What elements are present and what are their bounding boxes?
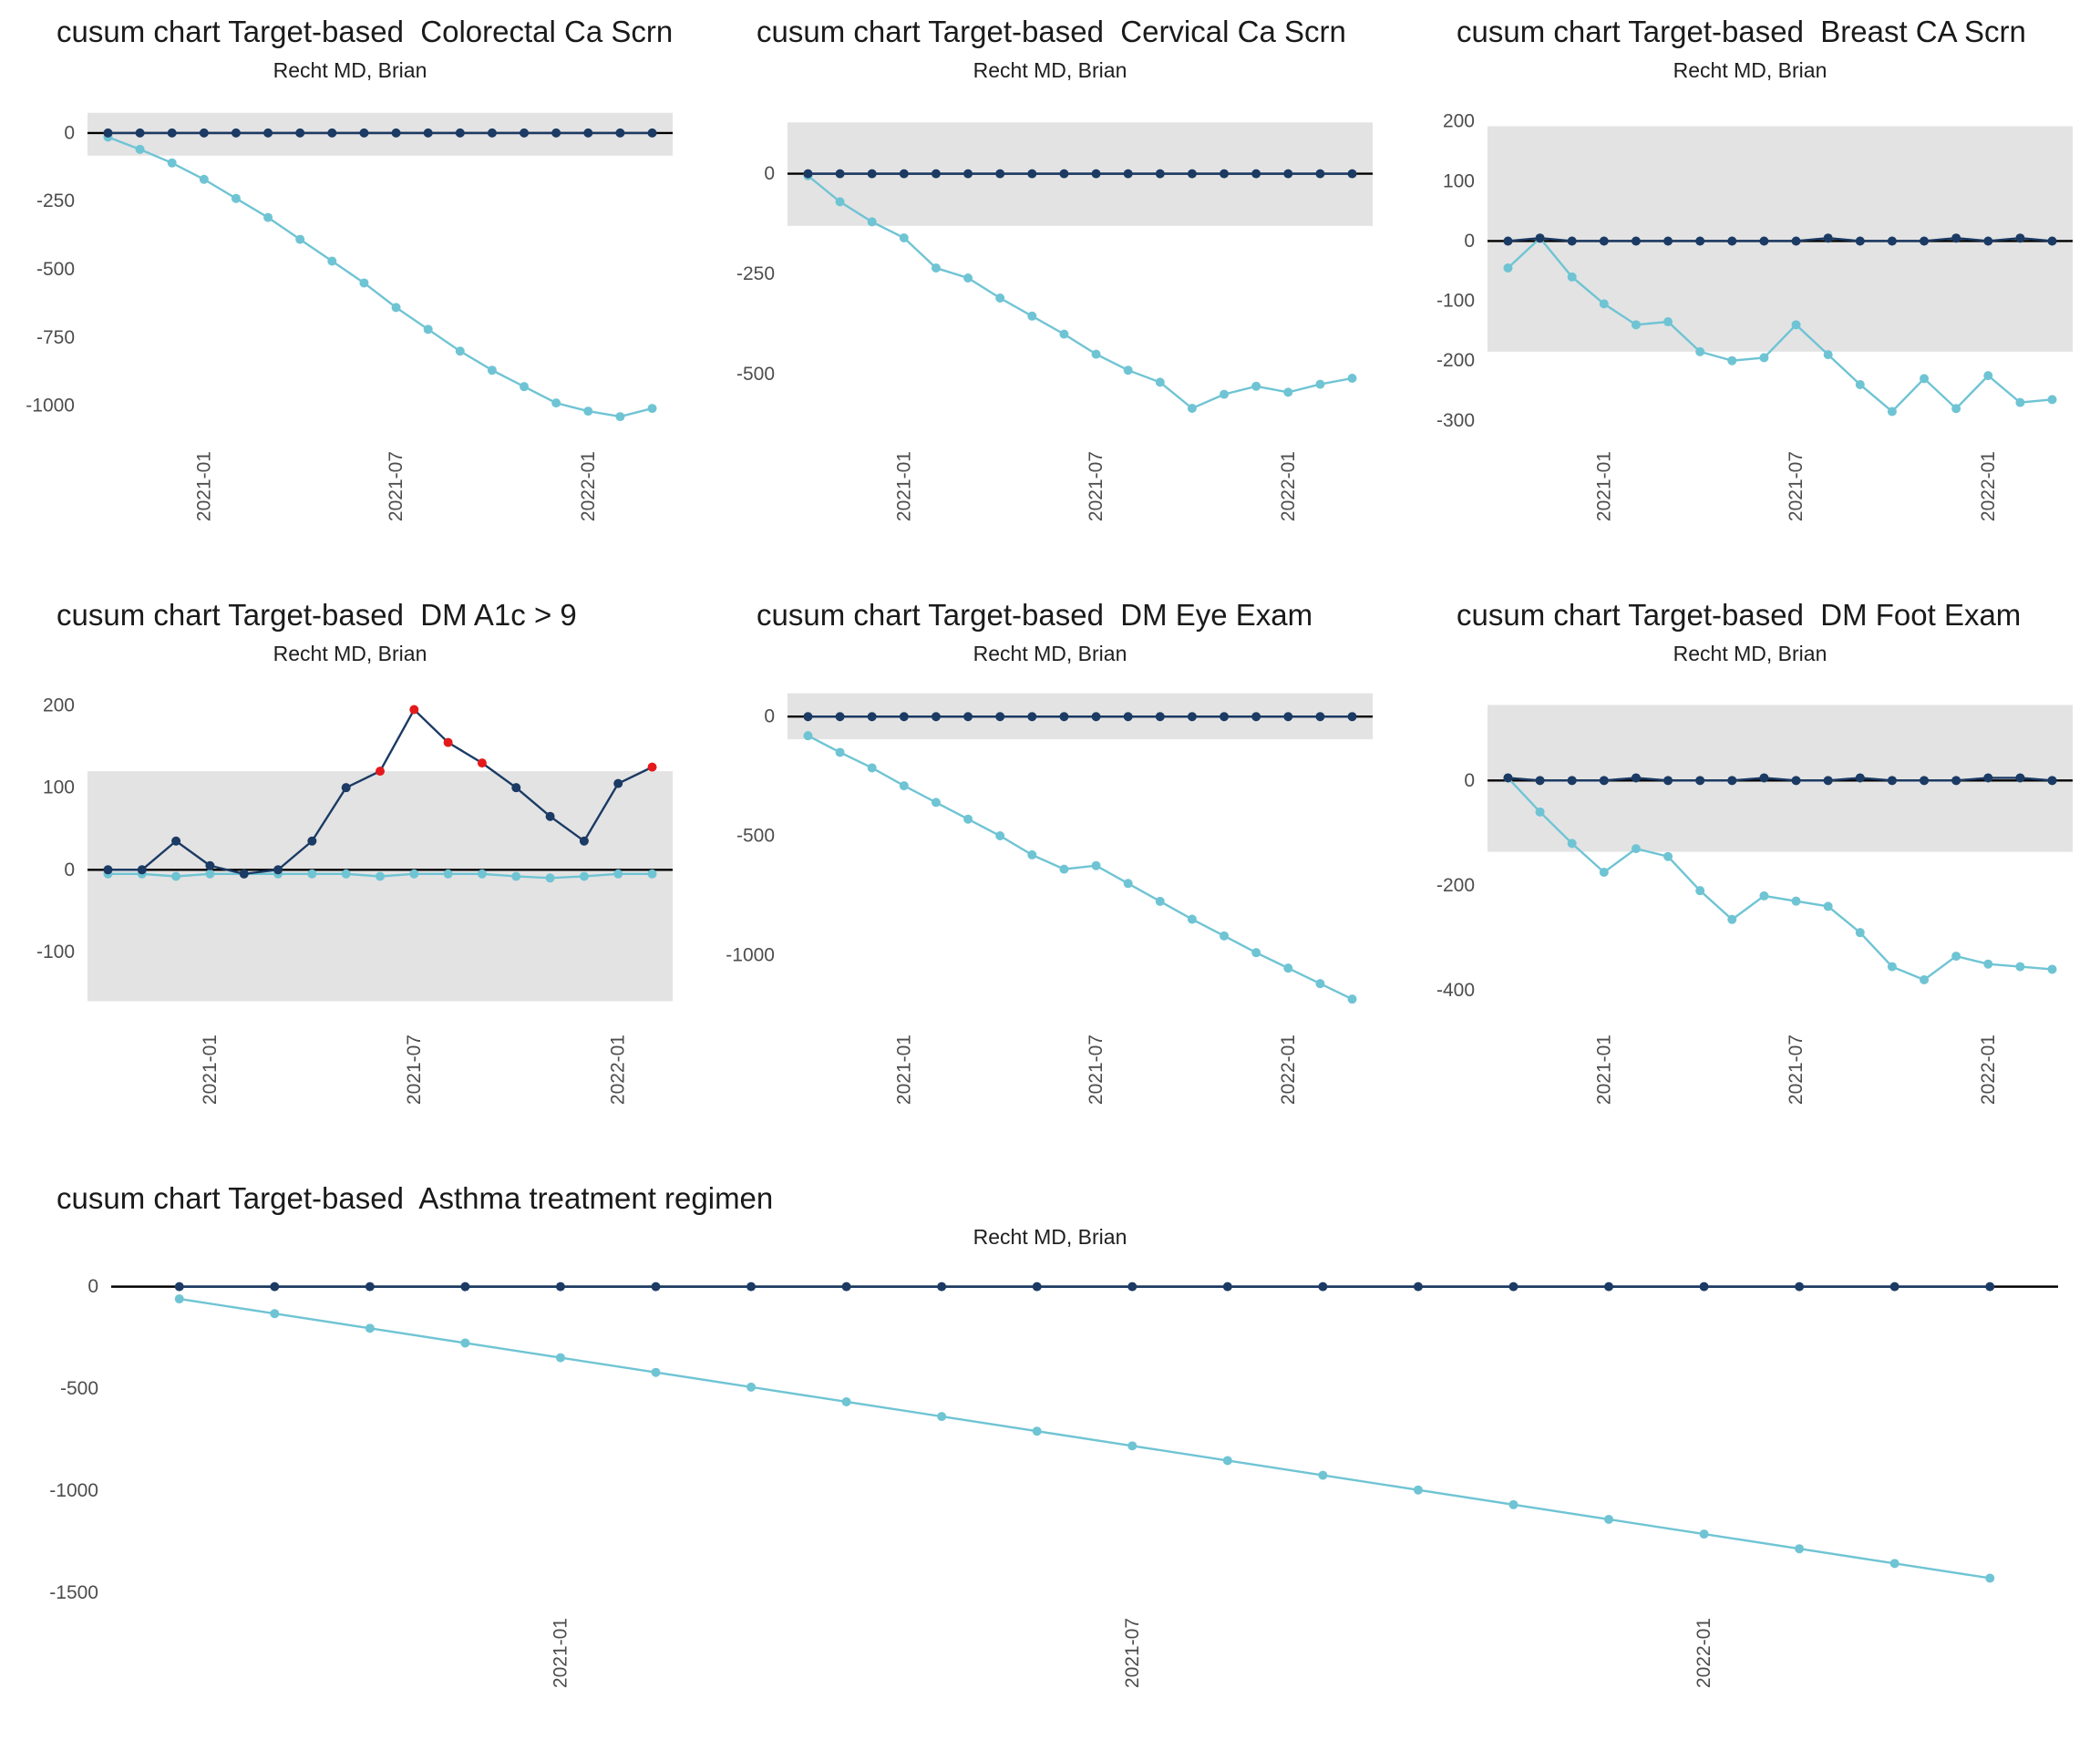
svg-text:2021-07: 2021-07 — [386, 451, 407, 521]
plot-area: 200 100 0 -100 2021-01 2021-07 2022-01 — [36, 695, 673, 1105]
svg-text:-500: -500 — [736, 826, 775, 847]
svg-text:200: 200 — [43, 695, 75, 716]
svg-text:-1000: -1000 — [49, 1480, 98, 1501]
chart-subtitle: Recht MD, Brian — [973, 1225, 1127, 1249]
cusum-chart-dm-a1c: cusum chart Target-based DM A1c > 9 Rech… — [0, 583, 700, 1167]
svg-text:2022-01: 2022-01 — [1978, 1035, 1999, 1105]
svg-text:2021-07: 2021-07 — [1086, 451, 1107, 521]
svg-text:2021-01: 2021-01 — [193, 451, 214, 521]
svg-text:-250: -250 — [736, 263, 775, 284]
plot-area: 200 100 0 -100 -200 -300 2021-01 2021-07 2022-01 — [1436, 111, 2073, 521]
svg-text:-400: -400 — [1436, 980, 1475, 1001]
chart-title: cusum chart Target-based Cervical Ca Scr… — [757, 15, 1346, 48]
plot-area: 0 -250 -500 -750 -1000 2021-01 2021-07 2022-01 — [26, 112, 673, 521]
chart-subtitle: Recht MD, Brian — [1673, 642, 1827, 665]
chart-subtitle: Recht MD, Brian — [973, 58, 1127, 82]
svg-text:0: 0 — [764, 163, 775, 184]
plot-area: 0 -200 -400 2021-01 2021-07 2022-01 — [1436, 705, 2073, 1105]
svg-text:2021-07: 2021-07 — [1786, 451, 1807, 521]
svg-text:100: 100 — [43, 777, 75, 798]
svg-text:100: 100 — [1443, 170, 1475, 191]
chart-title: cusum chart Target-based Colorectal Ca S… — [57, 15, 674, 48]
svg-text:2022-01: 2022-01 — [1278, 451, 1299, 521]
svg-text:-100: -100 — [1436, 291, 1475, 312]
svg-text:2021-01: 2021-01 — [550, 1618, 571, 1688]
svg-text:-500: -500 — [60, 1378, 98, 1399]
plot-area: 0 -250 -500 2021-01 2021-07 2022-01 — [736, 122, 1373, 521]
chart-subtitle: Recht MD, Brian — [973, 642, 1127, 665]
svg-text:2021-01: 2021-01 — [200, 1035, 221, 1105]
svg-text:-200: -200 — [1436, 350, 1475, 371]
svg-text:2021-07: 2021-07 — [1786, 1035, 1807, 1105]
svg-text:2022-01: 2022-01 — [1693, 1618, 1714, 1688]
svg-text:2021-01: 2021-01 — [1593, 1035, 1614, 1105]
svg-text:2021-01: 2021-01 — [893, 1035, 914, 1105]
svg-text:-250: -250 — [36, 190, 75, 211]
svg-text:-500: -500 — [36, 259, 75, 280]
plot-area: 0 -500 -1000 2021-01 2021-07 2022-01 — [726, 693, 1373, 1105]
cusum-chart-dm-foot-exam: cusum chart Target-based DM Foot Exam Re… — [1400, 583, 2100, 1167]
plot-area: 0 -500 -1000 -1500 2021-01 2021-07 2022-01 — [49, 1276, 2058, 1688]
svg-text:2021-01: 2021-01 — [893, 451, 914, 521]
cusum-chart-asthma-treatment: cusum chart Target-based Asthma treatmen… — [0, 1167, 2100, 1750]
svg-text:-1500: -1500 — [49, 1582, 98, 1603]
chart-title: cusum chart Target-based Asthma treatmen… — [57, 1181, 774, 1215]
cusum-chart-breast-ca-scrn: cusum chart Target-based Breast CA Scrn … — [1400, 0, 2100, 583]
cusum-chart-cervical-ca-scrn: cusum chart Target-based Cervical Ca Scr… — [700, 0, 1400, 583]
svg-text:-1000: -1000 — [26, 396, 75, 417]
svg-text:2021-07: 2021-07 — [404, 1035, 425, 1105]
svg-text:2021-07: 2021-07 — [1086, 1035, 1107, 1105]
svg-text:0: 0 — [64, 122, 75, 143]
svg-text:0: 0 — [88, 1276, 98, 1297]
chart-subtitle: Recht MD, Brian — [273, 642, 427, 665]
svg-text:2021-07: 2021-07 — [1122, 1618, 1143, 1688]
svg-text:2021-01: 2021-01 — [1593, 451, 1614, 521]
svg-text:0: 0 — [1464, 231, 1475, 252]
chart-title: cusum chart Target-based DM Eye Exam — [757, 598, 1313, 632]
svg-text:-750: -750 — [36, 327, 75, 348]
svg-text:-500: -500 — [736, 364, 775, 385]
chart-subtitle: Recht MD, Brian — [1673, 58, 1827, 82]
cusum-chart-dm-eye-exam: cusum chart Target-based DM Eye Exam Rec… — [700, 583, 1400, 1167]
svg-text:2022-01: 2022-01 — [608, 1035, 629, 1105]
svg-text:0: 0 — [1464, 770, 1475, 791]
svg-text:2022-01: 2022-01 — [1278, 1035, 1299, 1105]
cusum-chart-colorectal-ca-scrn: cusum chart Target-based Colorectal Ca S… — [0, 0, 700, 583]
svg-text:0: 0 — [764, 706, 775, 727]
svg-text:-300: -300 — [1436, 410, 1475, 431]
svg-text:2022-01: 2022-01 — [1978, 451, 1999, 521]
svg-text:200: 200 — [1443, 111, 1475, 132]
svg-text:-1000: -1000 — [726, 944, 775, 965]
chart-title: cusum chart Target-based Breast CA Scrn — [1457, 15, 2026, 48]
chart-subtitle: Recht MD, Brian — [273, 58, 427, 82]
svg-text:-100: -100 — [36, 942, 75, 962]
chart-title: cusum chart Target-based DM Foot Exam — [1457, 598, 2022, 632]
svg-text:0: 0 — [64, 860, 75, 880]
svg-text:-200: -200 — [1436, 875, 1475, 896]
svg-text:2022-01: 2022-01 — [578, 451, 599, 521]
chart-title: cusum chart Target-based DM A1c > 9 — [57, 598, 577, 632]
